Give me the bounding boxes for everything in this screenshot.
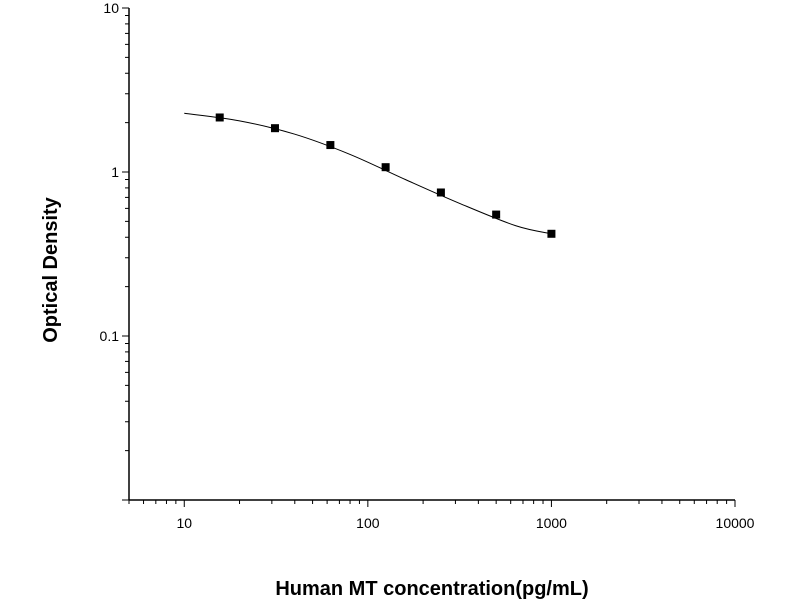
y-tick-label: 10 (103, 0, 119, 16)
data-points (215, 113, 556, 238)
y-tick-label: 0.1 (100, 328, 120, 344)
x-tick-label: 10 (176, 515, 192, 531)
data-point (270, 124, 279, 133)
y-tick-label: 1 (111, 164, 119, 180)
fit-curve-group (184, 112, 552, 235)
y-axis-title: Optical Density (40, 196, 62, 342)
data-point (492, 210, 501, 219)
data-point (547, 229, 556, 238)
x-axis-title: Human MT concentration(pg/mL) (275, 578, 588, 600)
x-tick-label: 10000 (716, 515, 755, 531)
data-point (215, 113, 224, 122)
data-point (436, 188, 445, 197)
x-tick-label: 100 (356, 515, 380, 531)
data-point (326, 141, 335, 150)
fit-curve (184, 112, 552, 235)
data-point (381, 163, 390, 172)
axes: 10 100 1000 10000 0.1 1 10 (100, 0, 755, 531)
x-tick-label: 1000 (536, 515, 567, 531)
